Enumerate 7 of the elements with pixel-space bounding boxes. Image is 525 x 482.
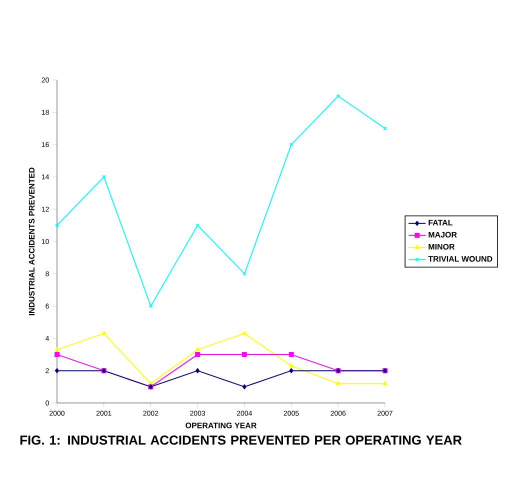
legend-label: TRIVIAL WOUND: [428, 256, 492, 262]
y-axis-title: INDUSTRIAL ACCIDENTS PREVENTED: [28, 168, 35, 316]
caption: FIG. 1: INDUSTRIAL ACCIDENTS PREVENTED PER OPERATING YEAR: [20, 436, 462, 445]
legend-label: MAJOR: [428, 232, 457, 238]
x-axis-title: OPERATING YEAR: [186, 422, 257, 428]
legend-label: MINOR: [428, 244, 455, 250]
legend-label: FATAL: [428, 220, 452, 226]
